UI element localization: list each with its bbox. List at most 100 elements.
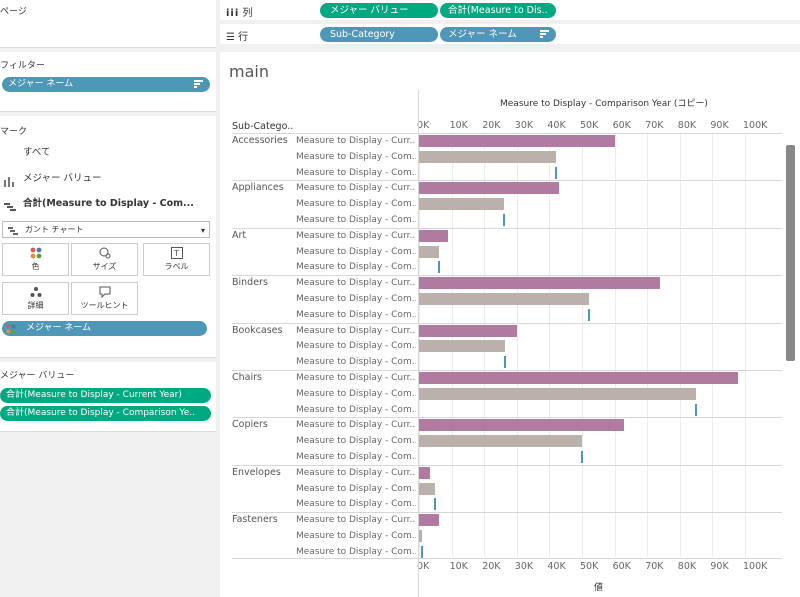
bar-current-year[interactable] <box>419 277 661 290</box>
bar-comparison-year[interactable] <box>419 387 697 400</box>
tooltip-icon <box>99 286 111 299</box>
measure-name-label: Measure to Display - Com.. <box>296 483 416 494</box>
label-button[interactable]: T ラベル <box>143 243 210 276</box>
measure-value-pill-current-label: 合計(Measure to Display - Current Year) <box>6 390 182 400</box>
sort-icon <box>194 80 203 89</box>
bottom-tick-label: 100K <box>743 561 768 572</box>
row-separator <box>232 557 782 559</box>
bar-current-year[interactable] <box>419 229 449 242</box>
columns-pill-sum[interactable]: 合計(Measure to Dis.. <box>440 3 556 18</box>
gridline <box>582 133 583 557</box>
vertical-scrollbar[interactable] <box>786 145 795 361</box>
row-separator <box>232 180 782 182</box>
top-tick-label: 100K <box>743 120 768 131</box>
bottom-tick-label: 40K <box>547 561 566 572</box>
bar-current-year[interactable] <box>419 372 739 384</box>
filter-pill[interactable]: メジャー ネーム <box>2 77 210 92</box>
bar-current-year[interactable] <box>419 514 439 527</box>
row-header: Sub-Catego.. <box>232 121 294 132</box>
measure-value-pill-comparison[interactable]: 合計(Measure to Display - Comparison Ye.. <box>0 406 211 421</box>
rows-pill-measure-names-label: メジャー ネーム <box>448 29 517 40</box>
mark-type-dropdown[interactable]: ガント チャート ▾ <box>2 221 210 238</box>
measure-name-label: Measure to Display - Curr.. <box>296 467 416 478</box>
comparison-marker[interactable] <box>434 498 437 511</box>
columns-icon: iii <box>226 8 240 19</box>
detail-button[interactable]: 詳細 <box>2 282 69 315</box>
pages-card[interactable]: ページ <box>0 0 216 48</box>
measure-name-label: Measure to Display - Com.. <box>296 388 416 399</box>
rows-pill-measure-names[interactable]: メジャー ネーム <box>440 27 556 42</box>
measure-name-label: Measure to Display - Com.. <box>296 167 416 178</box>
measure-name-label: Measure to Display - Com.. <box>296 357 416 368</box>
bar-current-year[interactable] <box>419 135 615 147</box>
comparison-marker[interactable] <box>421 545 424 558</box>
measure-name-label: Measure to Display - Com.. <box>296 404 416 415</box>
columns-shelf: iii 列 メジャー バリュー 合計(Measure to Dis.. <box>220 0 800 20</box>
comparison-marker[interactable] <box>502 214 505 226</box>
bar-comparison-year[interactable] <box>419 150 556 163</box>
top-tick-label: 70K <box>645 120 664 131</box>
gridline <box>549 133 551 557</box>
bottom-tick-label: 30K <box>514 561 534 572</box>
gridline <box>614 133 616 557</box>
measure-name-label: Measure to Display - Com.. <box>296 294 416 304</box>
top-axis-title: Measure to Display - Comparison Year (コピ… <box>500 99 708 109</box>
category-label: Binders <box>232 277 268 289</box>
top-tick-label: 50K <box>580 120 599 131</box>
marks-measure-values[interactable]: メジャー バリュー <box>0 168 216 190</box>
comparison-marker[interactable] <box>437 261 440 274</box>
comparison-marker[interactable] <box>554 166 557 179</box>
filters-card[interactable]: フィルター メジャー ネーム <box>0 52 216 112</box>
measure-name-label: Measure to Display - Curr.. <box>296 373 416 383</box>
bar-comparison-year[interactable] <box>419 293 589 305</box>
measure-name-label: Measure to Display - Com.. <box>296 436 416 447</box>
row-separator <box>232 322 782 324</box>
bar-comparison-year[interactable] <box>419 435 582 448</box>
measure-name-label: Measure to Display - Com.. <box>296 262 416 273</box>
comparison-marker[interactable] <box>587 308 590 321</box>
filters-title: フィルター <box>0 61 45 71</box>
comparison-marker[interactable] <box>504 356 507 369</box>
bottom-tick-label: 0K <box>417 561 430 572</box>
marks-all[interactable]: すべて <box>0 142 216 164</box>
marks-measure-values-label: メジャー バリュー <box>23 173 102 184</box>
gridline <box>679 133 681 557</box>
tooltip-button[interactable]: ツールヒント <box>71 282 138 315</box>
marks-sum-measure[interactable]: 合計(Measure to Display - Com... <box>0 193 216 215</box>
comparison-marker[interactable] <box>695 403 698 416</box>
color-pill[interactable]: メジャー ネーム <box>2 321 207 336</box>
bar-chart-icon <box>4 174 16 187</box>
gantt-small-icon <box>8 225 18 240</box>
columns-shelf-label: iii 列 <box>226 8 253 19</box>
bottom-tick-label: 60K <box>612 561 631 572</box>
color-pill-label: メジャー ネーム <box>26 323 92 333</box>
size-button-label: サイズ <box>92 262 117 271</box>
color-button[interactable]: 色 <box>2 243 69 276</box>
bar-current-year[interactable] <box>419 182 560 195</box>
bar-comparison-year[interactable] <box>419 482 436 495</box>
measure-name-label: Measure to Display - Com.. <box>296 341 416 352</box>
rows-pill-sub-category[interactable]: Sub-Category <box>320 27 438 42</box>
color-button-label: 色 <box>31 262 40 271</box>
size-button[interactable]: サイズ <box>71 243 138 276</box>
bottom-tick-label: 10K <box>449 561 468 572</box>
columns-pill-sum-label: 合計(Measure to Dis.. <box>448 5 548 16</box>
measure-name-label: Measure to Display - Com.. <box>296 215 416 225</box>
bar-current-year[interactable] <box>419 324 517 337</box>
category-label: Fasteners <box>232 514 278 526</box>
chevron-down-icon: ▾ <box>200 226 205 235</box>
bar-current-year[interactable] <box>419 419 625 432</box>
size-icon <box>99 247 111 259</box>
top-tick-label: 10K <box>449 120 468 131</box>
bar-comparison-year[interactable] <box>419 340 506 353</box>
bar-comparison-year[interactable] <box>419 530 423 542</box>
bar-comparison-year[interactable] <box>419 198 504 211</box>
measure-value-pill-current[interactable]: 合計(Measure to Display - Current Year) <box>0 388 211 403</box>
bar-current-year[interactable] <box>419 466 431 479</box>
columns-pill-measure-values[interactable]: メジャー バリュー <box>320 3 438 18</box>
category-label: Art <box>232 229 247 241</box>
comparison-marker[interactable] <box>581 451 583 463</box>
bar-comparison-year[interactable] <box>419 245 439 258</box>
left-panel: ページ フィルター メジャー ネーム マーク すべて メジャー バリュー <box>0 0 216 597</box>
row-separator <box>232 275 782 277</box>
